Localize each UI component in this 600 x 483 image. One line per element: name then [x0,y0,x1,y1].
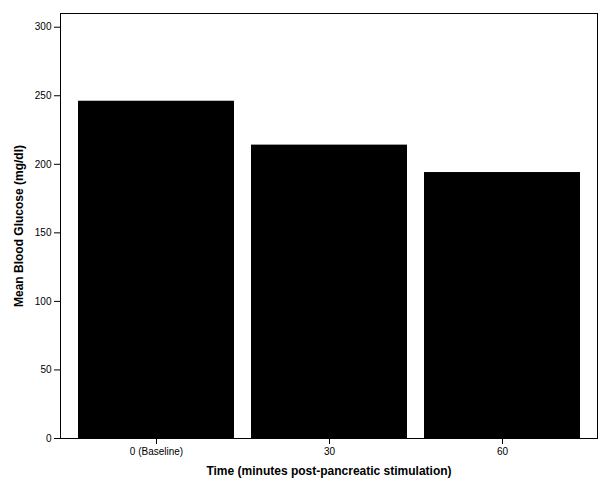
svg-text:200: 200 [35,159,52,170]
svg-text:60: 60 [497,446,509,457]
svg-text:Mean Blood Glucose (mg/dl): Mean Blood Glucose (mg/dl) [12,145,26,307]
svg-text:30: 30 [324,446,336,457]
svg-text:Time (minutes post-pancreatic: Time (minutes post-pancreatic stimulatio… [206,464,451,478]
svg-text:0: 0 [46,433,52,444]
svg-text:150: 150 [35,227,52,238]
svg-text:0 (Baseline): 0 (Baseline) [130,446,183,457]
svg-text:250: 250 [35,90,52,101]
svg-text:100: 100 [35,296,52,307]
svg-text:300: 300 [35,21,52,32]
svg-text:50: 50 [40,364,52,375]
